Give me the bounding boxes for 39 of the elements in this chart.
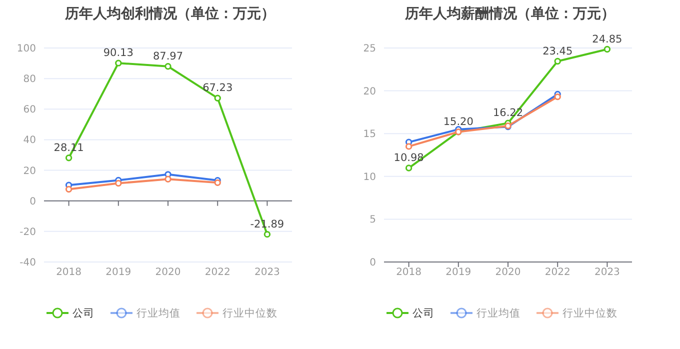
x-tick-label: 2018 <box>396 267 422 278</box>
legend-label: 公司 <box>412 308 434 320</box>
y-tick-label: 0 <box>370 258 376 268</box>
x-tick-label: 2018 <box>56 267 82 278</box>
data-label: 24.85 <box>592 33 622 46</box>
data-label: 23.45 <box>542 45 573 58</box>
y-tick-label: 0 <box>30 196 36 208</box>
data-label: 15.20 <box>443 116 474 128</box>
legend-label: 行业中位数 <box>562 306 618 320</box>
legend-label: 行业均值 <box>136 306 180 320</box>
legend-label: 公司 <box>72 308 94 320</box>
x-tick-label: 2019 <box>446 267 472 278</box>
y-tick-label: 20 <box>23 166 36 177</box>
y-tick-label: 10 <box>363 172 376 183</box>
y-tick-label: 100 <box>16 44 36 54</box>
chart-title: 历年人均薪酬情况（单位：万元） <box>404 6 615 22</box>
y-tick-label: 60 <box>23 104 36 116</box>
chart-title: 历年人均创利情况（单位：万元） <box>64 6 275 22</box>
y-tick-label: 25 <box>363 44 376 54</box>
x-tick-label: 2022 <box>204 267 230 278</box>
y-tick-label: 15 <box>363 129 376 140</box>
y-tick-label: -40 <box>20 258 36 268</box>
x-tick-label: 2019 <box>106 267 132 278</box>
y-tick-label: 20 <box>363 86 376 98</box>
data-label: 87.97 <box>152 50 184 62</box>
y-tick-label: 5 <box>370 214 376 226</box>
x-tick-label: 2020 <box>155 267 181 278</box>
legend-label: 行业中位数 <box>222 306 278 320</box>
x-tick-label: 2023 <box>594 267 620 278</box>
y-tick-label: 40 <box>23 135 36 146</box>
y-tick-label: -20 <box>20 226 36 238</box>
x-tick-label: 2020 <box>495 267 521 278</box>
legend-label: 行业均值 <box>476 306 520 320</box>
data-label: 67.23 <box>202 82 233 94</box>
y-tick-label: 80 <box>23 74 36 86</box>
x-tick-label: 2022 <box>544 267 570 278</box>
x-tick-label: 2023 <box>254 267 280 278</box>
data-label: 10.98 <box>394 152 424 164</box>
data-label: 90.13 <box>103 47 134 60</box>
